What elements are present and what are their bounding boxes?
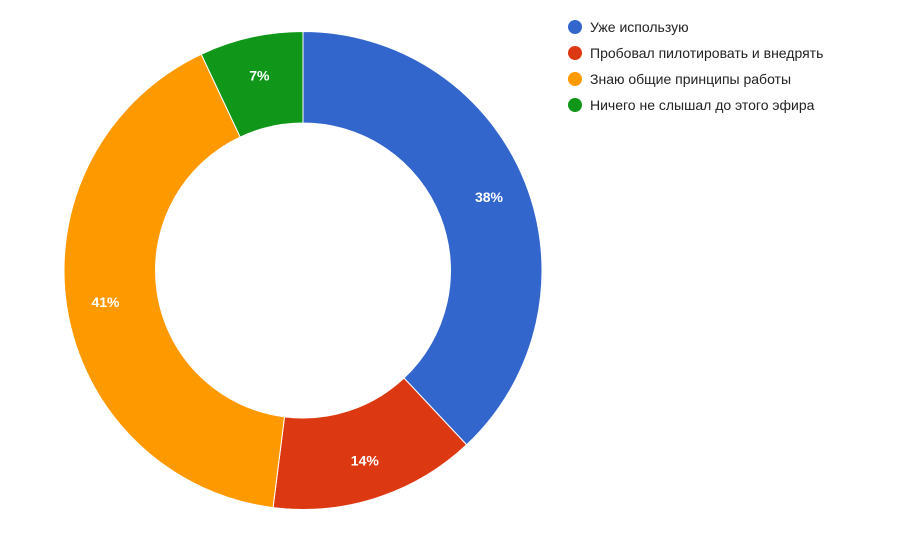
legend-item[interactable]: Уже использую — [568, 17, 828, 37]
legend-label: Ничего не слышал до этого эфира — [590, 97, 815, 113]
data-label-4: 7% — [249, 67, 270, 83]
legend-dot-icon — [568, 72, 582, 86]
data-label-3: 41% — [91, 294, 120, 310]
legend-item[interactable]: Пробовал пилотировать и внедрять — [568, 43, 828, 63]
slice-1[interactable] — [302, 30, 543, 446]
slice-3[interactable] — [63, 53, 286, 509]
legend: Уже использую Пробовал пилотировать и вне… — [568, 17, 828, 121]
legend-label: Пробовал пилотировать и внедрять — [590, 45, 824, 61]
legend-item[interactable]: Ничего не слышал до этого эфира — [568, 95, 828, 115]
data-label-2: 14% — [351, 453, 380, 469]
data-label-1: 38% — [475, 189, 504, 205]
legend-label: Знаю общие принципы работы — [590, 71, 792, 87]
legend-dot-icon — [568, 46, 582, 60]
legend-dot-icon — [568, 20, 582, 34]
slice-4[interactable] — [200, 30, 304, 138]
legend-dot-icon — [568, 98, 582, 112]
legend-item[interactable]: Знаю общие принципы работы — [568, 69, 828, 89]
legend-label: Уже использую — [590, 19, 689, 35]
